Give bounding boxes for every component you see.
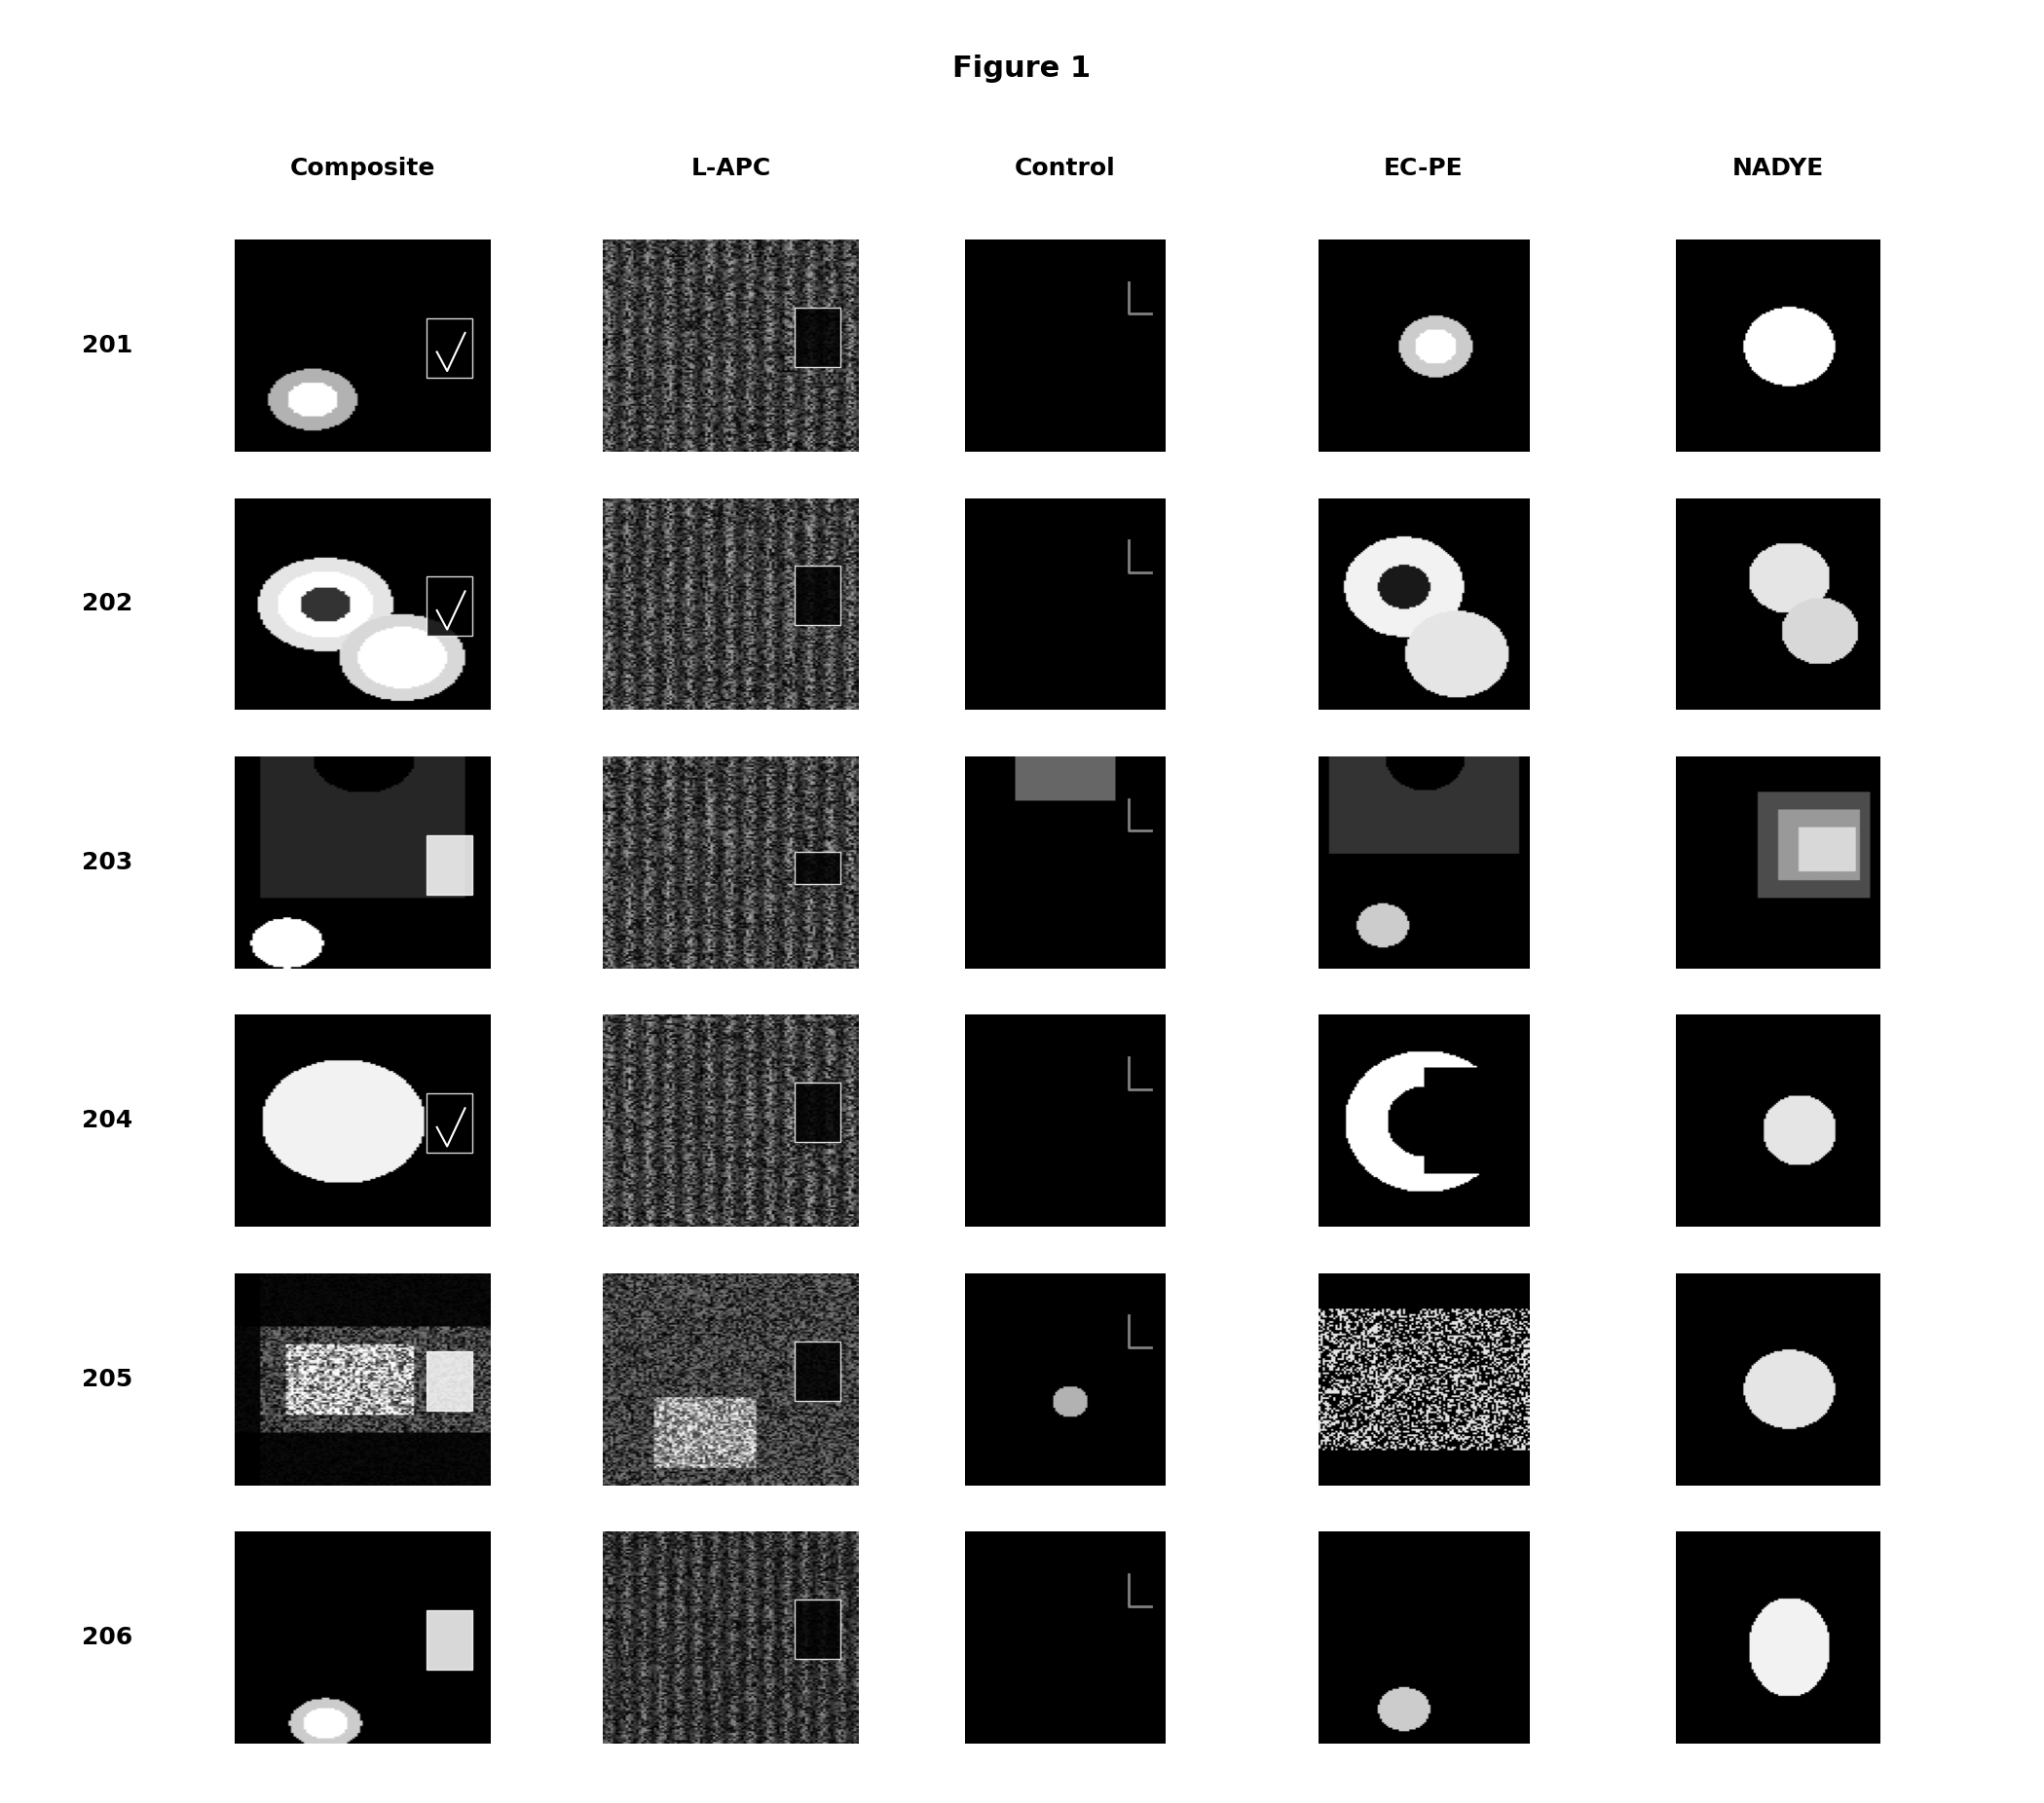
Text: 203: 203 (82, 851, 133, 874)
Bar (795, 1341, 840, 1401)
Text: 201: 201 (82, 334, 133, 357)
Bar (427, 1093, 472, 1152)
Text: NADYE: NADYE (1733, 157, 1823, 180)
Bar (427, 1352, 472, 1412)
Text: 202: 202 (82, 593, 133, 615)
Bar (795, 1599, 840, 1659)
Text: 205: 205 (82, 1368, 133, 1390)
Text: Composite: Composite (290, 157, 435, 180)
Text: L-APC: L-APC (691, 157, 771, 180)
Bar (427, 1610, 472, 1670)
Text: 206: 206 (82, 1626, 133, 1650)
Text: Control: Control (1014, 157, 1116, 180)
Bar (427, 317, 472, 377)
Text: 204: 204 (82, 1109, 133, 1132)
Bar (795, 566, 840, 626)
Text: EC-PE: EC-PE (1384, 157, 1464, 180)
Bar (427, 577, 472, 636)
Bar (795, 308, 840, 366)
Bar (427, 835, 472, 894)
Bar (795, 1084, 840, 1141)
Text: Figure 1: Figure 1 (953, 54, 1091, 83)
Bar (795, 851, 840, 883)
